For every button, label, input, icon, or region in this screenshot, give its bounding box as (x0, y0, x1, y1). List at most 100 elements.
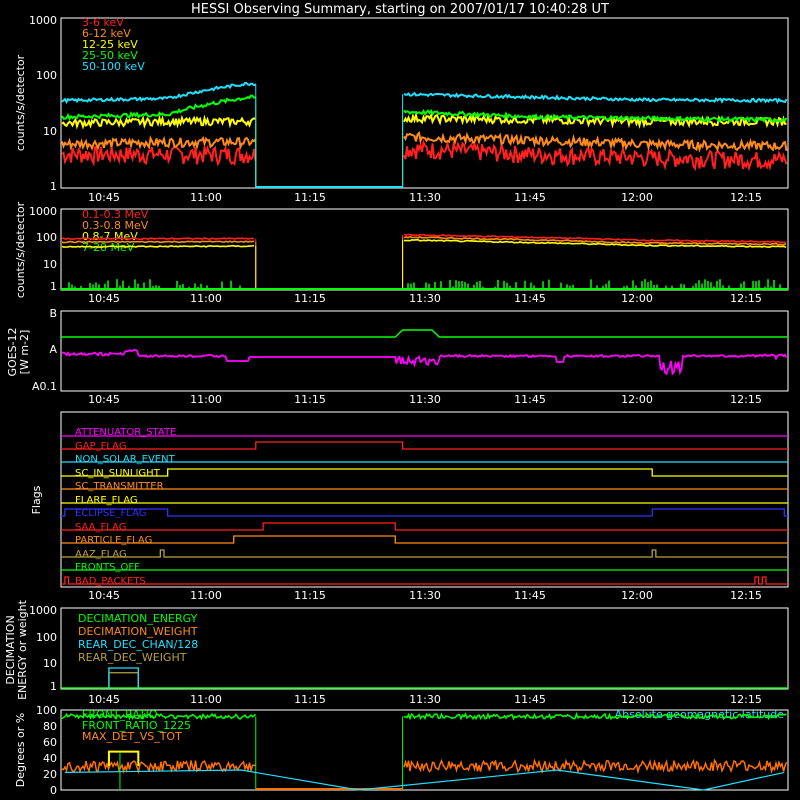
p1-legend: 6-12 keV (82, 27, 131, 40)
p5-ylabel-1: DECIMATION (4, 615, 17, 684)
p1-legend: 3-6 keV (82, 16, 124, 29)
flag-line-saa_flag (61, 522, 788, 531)
panel-5-frame (60, 607, 789, 690)
flag-label: NON_SOLAR_EVENT (75, 454, 176, 465)
p2-ylabel: counts/s/detector (14, 201, 27, 298)
p3-xtick: 12:15 (730, 393, 762, 406)
p2-ytick: 100 (36, 231, 57, 244)
p5-xtick: 11:45 (514, 693, 546, 706)
p2-series-0.1-0.3-MeV (61, 233, 786, 244)
flag-label: ATTENUATOR_STATE (75, 427, 176, 438)
p1-xtick: 10:45 (88, 191, 120, 204)
flag-label: SAA_FLAG (75, 522, 126, 533)
panel-2-labels: counts/s/detector 1 10 100 1000 0.1-0.3 … (14, 201, 149, 298)
p4-xtick: 11:00 (190, 589, 222, 602)
p2-legend: 7-20 MeV (82, 241, 135, 254)
p5-ylabel-2: ENERGY or weight (16, 599, 29, 699)
p1-series-50-100-keV (61, 81, 788, 105)
p1-ytick: 1 (50, 180, 57, 193)
p1-series-6-12-keV (61, 130, 788, 154)
p4-xtick: 11:45 (514, 589, 546, 602)
p2-xtick: 10:45 (88, 292, 120, 305)
p2-series-7-20-MeV (68, 279, 781, 289)
p6-ytick: 0 (50, 784, 57, 797)
p5-legend: DECIMATION_WEIGHT (78, 625, 198, 638)
panel-6-frame (60, 709, 789, 791)
panel-3-frame (60, 310, 789, 392)
p6-ytick: 100 (36, 704, 57, 717)
p5-ytick: 1 (50, 680, 57, 693)
rear-dec-chan-step (108, 667, 139, 689)
p1-ytick: 10 (43, 125, 57, 138)
p3-ytick: A (49, 343, 57, 356)
p3-xtick: 11:45 (514, 393, 546, 406)
p1-series-3-6-keV (61, 139, 788, 172)
flag-line-aaz_flag (61, 549, 788, 558)
p3-ylabel-2: [W m-2] (18, 330, 31, 375)
flag-label: AAZ_FLAG (75, 549, 127, 560)
p1-ytick: 1000 (29, 14, 57, 27)
panel-4-frame (60, 411, 789, 588)
p5-xtick: 10:45 (88, 693, 120, 706)
p6-ytick: 80 (43, 720, 57, 733)
p2-xtick: 11:15 (294, 292, 326, 305)
p6-legend: FRONT_RATIO_1225 (82, 719, 191, 732)
p2-series-0.8-7-MeV (61, 238, 787, 249)
front-ratio-1225-step (107, 750, 140, 766)
p2-ytick: 1 (50, 280, 57, 293)
p5-xtick: 12:00 (621, 693, 653, 706)
p5-xtick: 11:15 (294, 693, 326, 706)
p1-xtick: 11:00 (190, 191, 222, 204)
goes-short-series (61, 348, 788, 376)
p6-legend: MAX_DET_VS_TOT (82, 730, 182, 743)
flag-label: BAD_PACKETS (75, 576, 146, 587)
p2-time-ticks: 10:45 11:00 11:15 11:30 11:45 12:00 12:1… (88, 292, 762, 305)
geomagnetic-latitude-series (64, 769, 785, 791)
panel-1-labels: counts/s/detector 1 10 100 1000 3-6 keV … (14, 14, 145, 193)
p6-ytick: 20 (43, 768, 57, 781)
p2-xtick: 11:45 (514, 292, 546, 305)
p5-xtick: 11:00 (190, 693, 222, 706)
flag-label: FRONTS_OFF (75, 562, 140, 573)
p4-ylabel: Flags (30, 485, 43, 514)
panel-6-labels: Degrees or % 0 20 40 60 80 100 FRONT_RAT… (14, 704, 784, 797)
p3-ytick: A0.1 (32, 380, 57, 393)
p5-legend: REAR_DEC_WEIGHT (78, 651, 187, 664)
p5-time-ticks: 10:45 11:00 11:15 11:30 11:45 12:00 12:1… (88, 693, 762, 706)
panel-3-labels: GOES-12 [W m-2] B A A0.1 (6, 307, 57, 393)
panel-4-labels: Flags ATTENUATOR_STATE GAP_FLAG NON_SOLA… (30, 427, 176, 587)
p6-ytick: 60 (43, 736, 57, 749)
p2-series-0.3-0.8-MeV (61, 235, 787, 246)
p5-legend: DECIMATION_ENERGY (78, 612, 198, 625)
flag-line-gap_flag (61, 441, 788, 450)
p5-xtick: 11:30 (409, 693, 441, 706)
p2-ytick: 10 (43, 258, 57, 271)
p2-ytick: 1000 (29, 205, 57, 218)
flag-label: SC_TRANSMITTER (75, 481, 164, 492)
p1-xtick: 12:00 (621, 191, 653, 204)
p5-ytick: 10 (43, 657, 57, 670)
p3-xtick: 10:45 (88, 393, 120, 406)
p4-xtick: 10:45 (88, 589, 120, 602)
panel-1-frame (60, 17, 789, 189)
p2-xtick: 11:30 (409, 292, 441, 305)
p1-xtick: 11:15 (294, 191, 326, 204)
p1-xtick: 11:45 (514, 191, 546, 204)
p1-series-25-50-keV (61, 94, 788, 124)
p4-xtick: 11:15 (294, 589, 326, 602)
p2-legend: 0.1-0.3 MeV (82, 208, 149, 221)
p5-xtick: 12:15 (730, 693, 762, 706)
flag-line-bad_packets (61, 576, 788, 585)
flag-label: GAP_FLAG (75, 441, 127, 452)
p2-legend: 0.8-7 MeV (82, 230, 138, 243)
p3-xtick: 12:00 (621, 393, 653, 406)
flag-line-particle_flag (61, 535, 788, 544)
panel-5-labels: DECIMATION ENERGY or weight 1 10 100 100… (4, 599, 198, 699)
p1-xtick: 12:15 (730, 191, 762, 204)
front-ratio-series (61, 711, 787, 721)
goes-long-series (61, 329, 788, 338)
p1-time-ticks: 10:45 11:00 11:15 11:30 11:45 12:00 12:1… (88, 191, 762, 204)
p4-xtick: 11:30 (409, 589, 441, 602)
